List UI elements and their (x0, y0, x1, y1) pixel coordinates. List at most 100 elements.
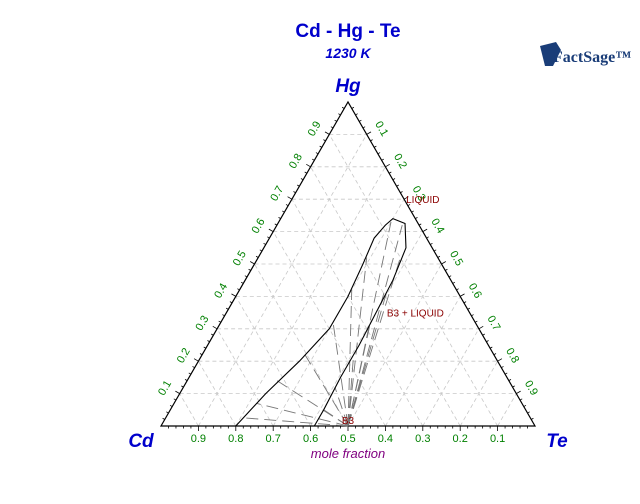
tick-mark (433, 249, 437, 252)
region-labels: LIQUID B3 + LIQUID B3 (342, 195, 444, 427)
grid-line (422, 328, 480, 427)
tick-mark (497, 358, 503, 362)
tick-mark (426, 236, 429, 239)
tie-line (244, 417, 349, 427)
tick-mark (437, 255, 441, 258)
tick-label-left: 0.5 (231, 249, 249, 268)
tick-mark (430, 242, 433, 245)
grid-line (216, 328, 274, 427)
tick-mark (355, 113, 358, 116)
grid-line (497, 393, 517, 427)
grid-line (198, 134, 368, 427)
tick-mark (274, 223, 278, 226)
tick-mark (516, 390, 521, 394)
tick-mark (508, 379, 512, 381)
tick-mark (297, 184, 300, 187)
tick-mark (282, 210, 285, 213)
tick-mark (523, 404, 527, 407)
tick-label-right: 0.9 (522, 378, 540, 397)
tick-mark (341, 106, 345, 109)
tie-line (304, 354, 349, 427)
tick-label-bottom: 0.5 (340, 433, 355, 445)
tick-label-bottom: 0.8 (228, 433, 243, 445)
tick-mark (456, 288, 459, 291)
tick-mark (225, 307, 229, 310)
grid-line (198, 361, 237, 427)
grid-line (347, 263, 442, 427)
tick-mark (244, 275, 248, 278)
tick-label-right: 0.4 (428, 216, 446, 235)
grid-line (291, 199, 424, 427)
tick-mark (222, 314, 225, 317)
tick-mark (334, 119, 337, 122)
tick-mark (474, 320, 478, 323)
tick-mark (531, 417, 534, 420)
tick-mark (501, 366, 504, 369)
tie-line (347, 322, 371, 427)
tick-mark (504, 372, 508, 375)
tick-mark (471, 314, 474, 317)
axis-caption: mole fraction (311, 446, 385, 461)
tie-line (347, 225, 403, 427)
tick-mark (482, 333, 486, 336)
tick-label-right: 0.8 (503, 346, 521, 365)
grid-line (179, 393, 199, 427)
tick-mark (259, 249, 263, 252)
tick-mark (463, 301, 467, 304)
phase-boundary-line (235, 218, 407, 427)
ternary-grid (179, 133, 517, 427)
region-label: B3 (342, 416, 355, 427)
tick-label-left: 0.2 (175, 346, 193, 365)
apex-label-cd: Cd (128, 431, 154, 452)
tick-mark (304, 171, 308, 174)
tick-mark (169, 404, 173, 407)
tick-mark (229, 301, 233, 304)
tick-mark (411, 210, 414, 213)
tick-mark (287, 196, 293, 200)
tick-label-left: 0.9 (306, 119, 324, 138)
region-label: B3 + LIQUID (387, 309, 444, 320)
tick-mark (181, 385, 184, 388)
phase-boundary (235, 218, 407, 427)
tick-mark (493, 353, 497, 356)
tick-mark (323, 139, 326, 142)
chart-title: Cd - Hg - Te (295, 21, 400, 42)
tick-mark (377, 152, 381, 155)
tick-label-bottom: 0.7 (266, 433, 281, 445)
tick-mark (486, 340, 489, 343)
tick-mark (199, 353, 203, 356)
grid-line (235, 296, 311, 427)
tick-mark (166, 411, 169, 414)
tick-mark (422, 228, 428, 232)
tie-line (347, 289, 353, 427)
tick-mark (448, 275, 452, 278)
tick-mark (366, 131, 372, 135)
tick-mark (478, 325, 484, 330)
tick-mark (415, 217, 418, 219)
tick-mark (403, 196, 409, 200)
tick-mark (370, 139, 373, 142)
tick-mark (527, 411, 530, 414)
tick-mark (330, 126, 334, 129)
tick-label-left: 0.1 (156, 378, 174, 397)
tick-mark (324, 131, 330, 135)
tick-label-right: 0.2 (391, 152, 409, 171)
tie-line (334, 386, 349, 427)
tick-mark (445, 268, 448, 271)
tick-mark (418, 223, 422, 226)
tick-mark (467, 307, 471, 310)
tick-label-right: 0.7 (484, 314, 502, 333)
tick-label-bottom: 0.1 (490, 433, 505, 445)
tick-mark (392, 178, 396, 181)
tick-mark (373, 145, 377, 148)
factsage-logo: FactSage™ (540, 42, 631, 66)
grid-line (254, 263, 349, 427)
tick-mark (207, 340, 210, 343)
tick-mark (400, 191, 403, 194)
tick-mark (192, 366, 195, 369)
tick-mark (311, 158, 315, 161)
tick-mark (359, 119, 362, 122)
tie-line (276, 380, 349, 427)
tick-mark (210, 333, 214, 336)
tick-mark (315, 152, 319, 155)
